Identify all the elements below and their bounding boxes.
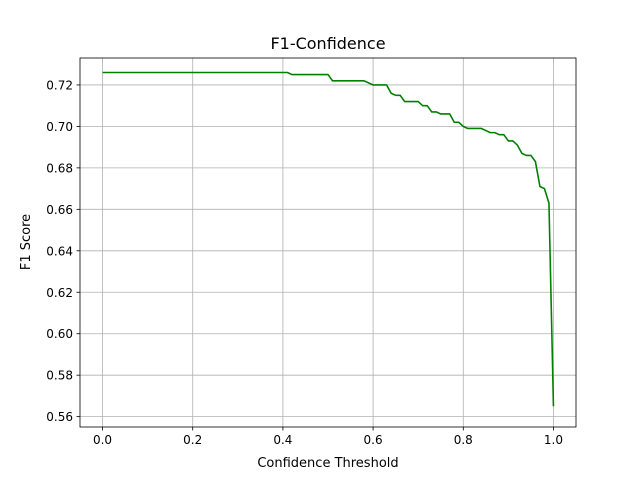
y-tick-label: 0.70 [46, 120, 73, 134]
x-tick-label: 0.8 [454, 433, 473, 447]
x-tick-label: 0.2 [183, 433, 202, 447]
x-tick-label: 0.4 [273, 433, 292, 447]
f1-score-line [102, 71, 555, 407]
x-tick-label: 1.0 [544, 433, 563, 447]
y-tick-label: 0.64 [46, 244, 73, 258]
y-tick-label: 0.58 [46, 369, 73, 383]
series-layer [102, 71, 555, 407]
y-tick-label: 0.68 [46, 161, 73, 175]
x-tick-label: 0.0 [93, 433, 112, 447]
y-tick-label: 0.56 [46, 410, 73, 424]
x-tick-label: 0.6 [364, 433, 383, 447]
y-tick-label: 0.60 [46, 327, 73, 341]
y-tick-label: 0.66 [46, 203, 73, 217]
grid-layer [80, 58, 576, 427]
y-tick-label: 0.72 [46, 78, 73, 92]
plot-frame [79, 57, 577, 428]
chart-title: F1-Confidence [270, 34, 385, 53]
y-axis-label: F1 Score [19, 214, 34, 270]
tick-layer: 0.0 0.2 0.4 0.6 0.8 1.0 0.56 0.58 0.60 0.62 0.64 0.… [46, 78, 563, 447]
x-axis-label: Confidence Threshold [257, 456, 398, 471]
y-tick-label: 0.62 [46, 286, 73, 300]
